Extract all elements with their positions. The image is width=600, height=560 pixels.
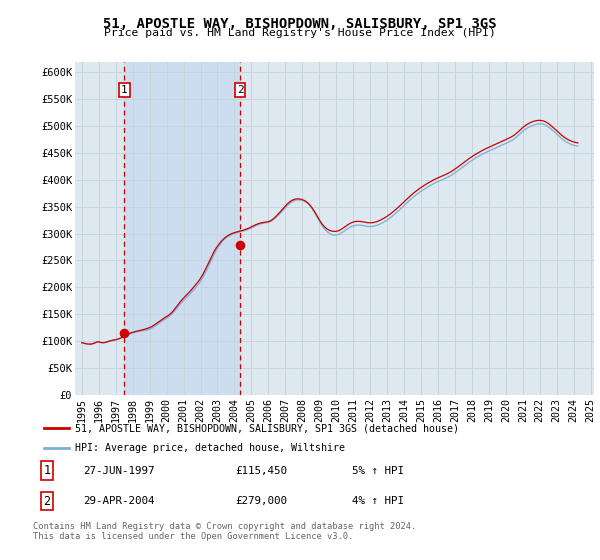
Text: 5% ↑ HPI: 5% ↑ HPI xyxy=(352,465,404,475)
Text: 1: 1 xyxy=(121,85,128,95)
Text: 51, APOSTLE WAY, BISHOPDOWN, SALISBURY, SP1 3GS: 51, APOSTLE WAY, BISHOPDOWN, SALISBURY, … xyxy=(103,17,497,31)
Text: 4% ↑ HPI: 4% ↑ HPI xyxy=(352,496,404,506)
Text: 27-JUN-1997: 27-JUN-1997 xyxy=(83,465,154,475)
Bar xyxy=(124,62,240,395)
Text: Price paid vs. HM Land Registry's House Price Index (HPI): Price paid vs. HM Land Registry's House … xyxy=(104,28,496,38)
Text: 29-APR-2004: 29-APR-2004 xyxy=(83,496,154,506)
Point xyxy=(119,328,129,337)
Text: Contains HM Land Registry data © Crown copyright and database right 2024.
This d: Contains HM Land Registry data © Crown c… xyxy=(33,522,416,542)
Text: £115,450: £115,450 xyxy=(236,465,287,475)
Text: 1: 1 xyxy=(43,464,50,477)
Point xyxy=(235,240,245,249)
Text: 2: 2 xyxy=(43,495,50,508)
Text: 51, APOSTLE WAY, BISHOPDOWN, SALISBURY, SP1 3GS (detached house): 51, APOSTLE WAY, BISHOPDOWN, SALISBURY, … xyxy=(74,423,458,433)
Text: £279,000: £279,000 xyxy=(236,496,287,506)
Text: HPI: Average price, detached house, Wiltshire: HPI: Average price, detached house, Wilt… xyxy=(74,442,344,452)
Text: 2: 2 xyxy=(236,85,244,95)
